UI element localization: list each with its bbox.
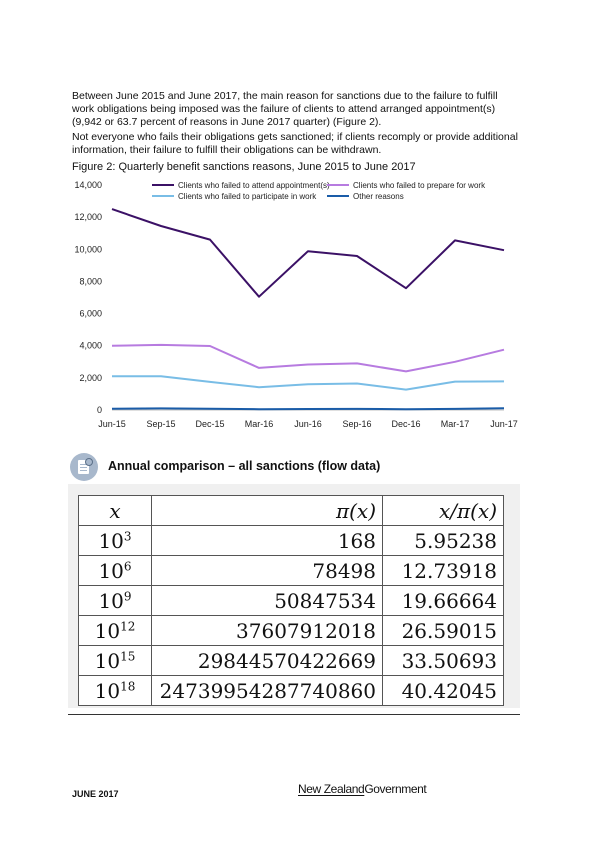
y-tick-label: 8,000	[79, 276, 102, 286]
logo-second-part: Government	[364, 782, 427, 796]
intro-paragraph: Between June 2015 and June 2017, the mai…	[72, 90, 498, 128]
table-row: 1012 37607912018 26.59015	[78, 615, 504, 646]
section-title: Annual comparison – all sanctions (flow …	[108, 459, 381, 473]
cell-x-exponent: 12	[120, 618, 136, 633]
cell-x-base: 10	[98, 588, 124, 613]
cell-x: 103	[78, 525, 152, 556]
cell-ratio: 33.50693	[382, 645, 504, 676]
cell-x-base: 10	[98, 528, 124, 553]
figure-caption: Figure 2: Quarterly benefit sanctions re…	[72, 161, 416, 173]
cell-x-exponent: 18	[120, 678, 136, 693]
series-line-2	[111, 343, 505, 373]
cell-x-exponent: 15	[120, 648, 136, 663]
legend-label: Other reasons	[353, 192, 404, 201]
legend-label: Clients who failed to prepare for work	[353, 181, 486, 190]
nz-government-logo: New ZealandGovernment	[298, 782, 427, 796]
cell-x: 1012	[78, 615, 152, 646]
cell-ratio: 40.42045	[382, 675, 504, 706]
y-tick-label: 0	[97, 405, 102, 415]
legend-label: Clients who failed to participate in wor…	[178, 192, 317, 201]
footer-date: JUNE 2017	[72, 789, 119, 799]
x-tick-label: Jun-16	[294, 419, 322, 429]
x-tick-label: Jun-17	[490, 419, 518, 429]
cell-x-exponent: 3	[123, 528, 132, 543]
x-tick-label: Mar-16	[245, 419, 274, 429]
y-tick-label: 12,000	[74, 212, 102, 222]
x-tick-label: Dec-15	[195, 419, 224, 429]
x-tick-label: Sep-16	[342, 419, 371, 429]
table-rule	[68, 714, 520, 715]
logo-first-part: New Zealand	[298, 782, 365, 796]
cell-pi: 29844570422669	[151, 645, 383, 676]
table-row: 109 50847534 19.66664	[78, 585, 504, 616]
header-x: x	[78, 495, 152, 526]
withdrawal-paragraph: Not everyone who fails their obligations…	[72, 131, 518, 156]
cell-pi: 168	[151, 525, 383, 556]
x-tick-label: Dec-16	[391, 419, 420, 429]
series-line-1	[111, 208, 505, 298]
cell-x: 1018	[78, 675, 152, 706]
x-tick-label: Sep-15	[146, 419, 175, 429]
cell-pi: 37607912018	[151, 615, 383, 646]
document-search-icon	[70, 453, 98, 481]
cell-x-base: 10	[94, 648, 121, 673]
cell-pi: 24739954287740860	[151, 675, 383, 706]
cell-ratio: 5.95238	[382, 525, 504, 556]
y-tick-label: 14,000	[74, 180, 102, 190]
legend-label: Clients who failed to attend appointment…	[178, 181, 330, 190]
cell-x-exponent: 6	[123, 558, 132, 573]
prime-count-table: x π(x) x/π(x) 103 168 5.95238 106 78498 12.73…	[78, 495, 504, 706]
y-tick-label: 10,000	[74, 244, 102, 254]
cell-x: 1015	[78, 645, 152, 676]
cell-x-base: 10	[94, 678, 121, 703]
cell-x-base: 10	[94, 618, 121, 643]
table-row: 106 78498 12.73918	[78, 555, 504, 586]
x-tick-label: Mar-17	[441, 419, 470, 429]
header-ratio: x/π(x)	[382, 495, 504, 526]
cell-ratio: 26.59015	[382, 615, 504, 646]
cell-ratio: 12.73918	[382, 555, 504, 586]
cell-pi: 78498	[151, 555, 383, 586]
cell-pi: 50847534	[151, 585, 383, 616]
sanctions-line-chart: 0 2,000 4,000 6,000 8,000 10,000 12,000 14,000 J…	[74, 180, 518, 429]
cell-x: 109	[78, 585, 152, 616]
cell-x-base: 10	[98, 558, 124, 583]
table-row: 1015 29844570422669 33.50693	[78, 645, 504, 676]
y-tick-label: 6,000	[79, 309, 102, 319]
series-line-4	[111, 407, 505, 411]
cell-x-exponent: 9	[123, 588, 132, 603]
header-pi: π(x)	[151, 495, 383, 526]
series-line-3	[112, 375, 505, 391]
prime-count-table-image: x π(x) x/π(x) 103 168 5.95238 106 78498 12.73…	[68, 484, 520, 708]
table-header-row: x π(x) x/π(x)	[78, 495, 504, 526]
cell-ratio: 19.66664	[382, 585, 504, 616]
cell-x: 106	[78, 555, 152, 586]
x-tick-label: Jun-15	[98, 419, 126, 429]
y-tick-label: 2,000	[79, 373, 102, 383]
y-tick-label: 4,000	[79, 341, 102, 351]
table-row: 103 168 5.95238	[78, 525, 504, 556]
table-row: 1018 24739954287740860 40.42045	[78, 675, 504, 706]
